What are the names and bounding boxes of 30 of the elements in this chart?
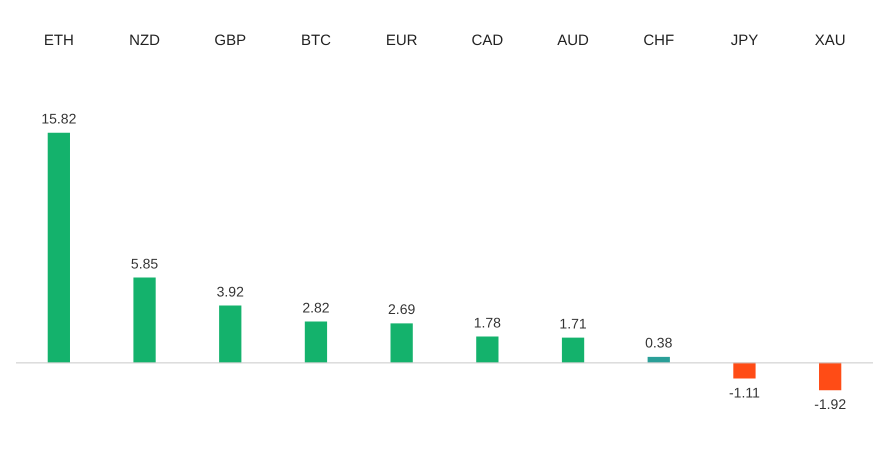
data-label: -1.11 [729,384,760,400]
bar [133,277,156,362]
data-label: 5.85 [130,255,158,272]
bar [390,323,413,362]
x-tick-label: CHF [643,32,674,50]
x-tick-label: AUD [557,32,590,50]
bar [219,305,242,362]
bar [476,336,498,362]
data-label: 0.38 [645,334,673,351]
data-label: -1.92 [814,396,846,412]
x-tick-label: JPY [730,32,758,50]
data-label: 1.78 [474,314,502,330]
data-label: 2.82 [302,299,330,316]
data-label: 15.82 [41,110,77,127]
bar [562,338,584,362]
bar [733,362,756,379]
bar [819,362,842,390]
x-tick-label: CAD [472,32,504,50]
data-label: 3.92 [216,283,244,300]
data-label: 2.69 [388,301,416,318]
data-label: 1.71 [559,315,587,332]
x-tick-label: EUR [386,32,418,50]
bar [648,356,670,362]
bar [304,321,328,362]
x-tick-label: BTC [300,32,332,50]
x-tick-label: ETH [44,32,74,50]
x-tick-label: GBP [214,32,246,50]
bar [48,132,70,362]
x-tick-label: NZD [129,32,160,50]
x-tick-label: XAU [814,32,846,50]
